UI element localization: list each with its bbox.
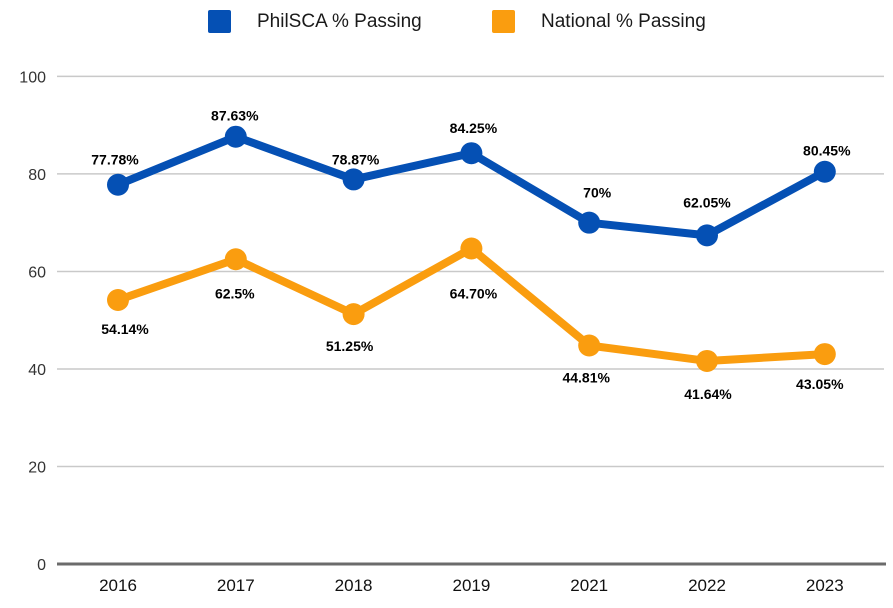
data-label: 51.25% — [326, 338, 374, 354]
data-point — [224, 248, 247, 271]
y-tick-label: 20 — [28, 459, 46, 476]
x-axis-labels: 2016 2017 2018 2019 2021 2022 2023 — [99, 576, 844, 595]
data-label: 62.05% — [683, 194, 731, 210]
x-tick-label: 2023 — [806, 576, 844, 595]
data-point — [578, 334, 601, 357]
y-tick-label: 80 — [28, 167, 46, 184]
data-label: 70% — [583, 185, 612, 201]
series-0: 77.78% 87.63% 78.87% 84.25% 70% 62.05% 80.45% — [91, 108, 851, 247]
data-label: 64.70% — [450, 286, 498, 302]
data-point — [696, 224, 718, 247]
data-point — [107, 173, 129, 196]
data-label: 77.78% — [91, 152, 139, 168]
data-point — [224, 125, 247, 148]
gridlines: 0 20 40 60 80 100 — [19, 69, 886, 574]
legend-item-philsca[interactable]: PhilSCA % Passing — [208, 10, 422, 33]
x-tick-label: 2022 — [688, 576, 726, 595]
national-legend-label: National % Passing — [541, 10, 706, 32]
data-label: 84.25% — [450, 120, 498, 136]
y-tick-label: 100 — [19, 69, 46, 86]
x-tick-label: 2018 — [335, 576, 373, 595]
national-legend-swatch — [492, 10, 515, 33]
series-line-1 — [114, 244, 829, 365]
data-point — [578, 211, 601, 234]
data-point — [460, 142, 483, 165]
data-label: 44.81% — [562, 370, 610, 386]
philsca-legend-label: PhilSCA % Passing — [257, 10, 422, 32]
data-point — [107, 289, 129, 312]
data-label: 80.45% — [803, 143, 851, 159]
data-point — [813, 160, 836, 183]
legend-item-national[interactable]: National % Passing — [492, 10, 706, 33]
data-label: 54.14% — [101, 321, 149, 337]
x-tick-label: 2017 — [217, 576, 255, 595]
data-label: 43.05% — [796, 376, 844, 392]
series-1: 54.14% 62.5% 51.25% 64.70% 44.81% 41.64% 43.05… — [101, 237, 844, 402]
philsca-legend-swatch — [208, 10, 231, 33]
data-point — [342, 168, 365, 191]
x-tick-label: 2016 — [99, 576, 137, 595]
data-point — [460, 237, 483, 260]
data-label: 62.5% — [215, 285, 255, 301]
data-point — [696, 349, 718, 372]
data-label: 41.64% — [684, 386, 732, 402]
y-tick-label: 40 — [28, 362, 46, 379]
data-label: 87.63% — [211, 108, 259, 124]
data-label: 78.87% — [332, 151, 380, 167]
data-point — [342, 303, 365, 326]
y-tick-label: 60 — [28, 264, 46, 281]
y-tick-label: 0 — [37, 557, 46, 574]
x-tick-label: 2019 — [452, 576, 490, 595]
data-point — [813, 343, 836, 366]
x-tick-label: 2021 — [570, 576, 608, 595]
